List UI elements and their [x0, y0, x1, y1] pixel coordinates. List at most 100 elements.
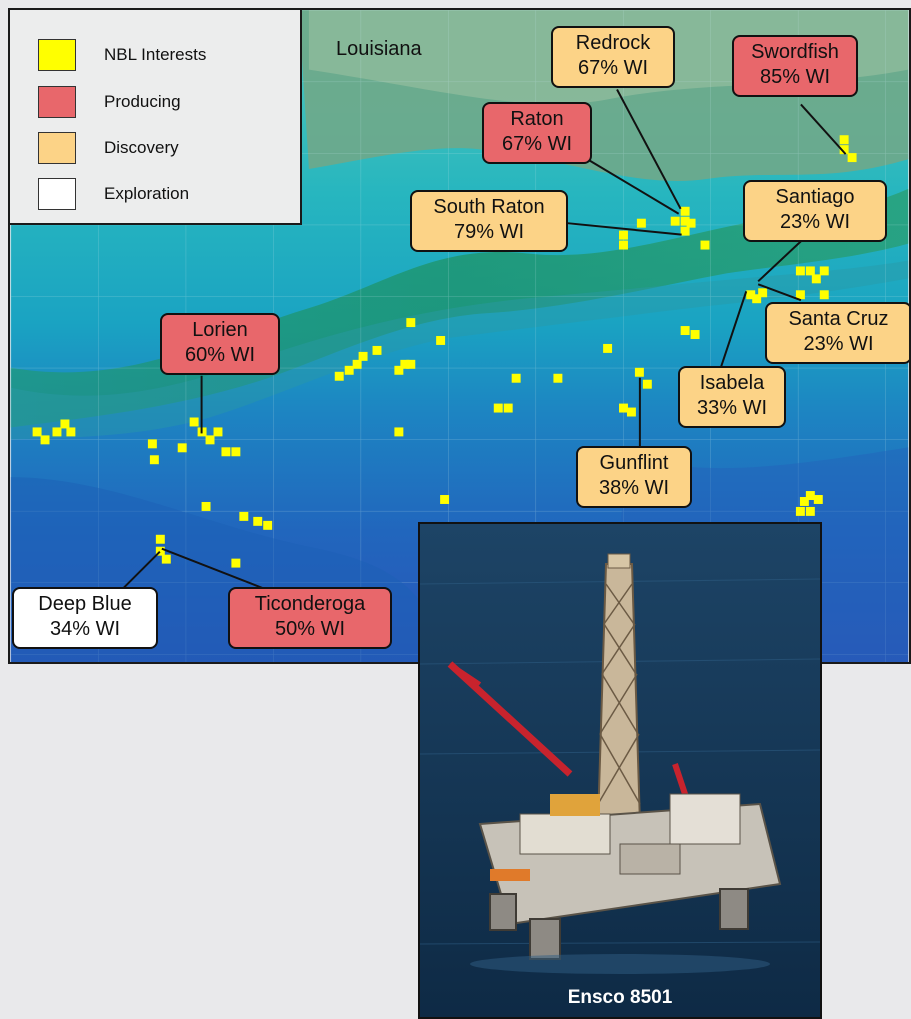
- legend-swatch-producing: [38, 86, 76, 118]
- legend-label: Discovery: [104, 138, 179, 157]
- interest-block: [799, 497, 809, 506]
- interest-block: [811, 274, 821, 284]
- field-name: Ticonderoga: [254, 593, 366, 615]
- interest-block: [619, 403, 628, 413]
- legend-label: NBL Interests: [104, 45, 207, 64]
- working-interest: 67% WI: [501, 133, 573, 155]
- interest-block: [263, 520, 273, 530]
- field-name: Santiago: [775, 186, 855, 208]
- interest-block: [66, 427, 76, 437]
- interest-block: [231, 447, 241, 457]
- interest-block: [60, 419, 70, 429]
- callout-deep-blue: Deep Blue 34% WI: [12, 587, 158, 649]
- interest-block: [155, 546, 165, 556]
- field-name: Swordfish: [751, 41, 839, 63]
- interest-block: [752, 294, 762, 304]
- working-interest: 60% WI: [184, 344, 256, 366]
- interest-block: [758, 288, 768, 298]
- interest-block: [553, 373, 563, 383]
- callout-gunflint: Gunflint 38% WI: [576, 446, 692, 508]
- callout-isabela: Isabela 33% WI: [678, 366, 786, 428]
- interest-block: [352, 359, 362, 369]
- interest-block: [626, 407, 636, 417]
- legend-label: Exploration: [104, 184, 190, 203]
- interest-block: [839, 135, 849, 145]
- interest-block: [493, 403, 503, 413]
- interest-block: [32, 427, 42, 437]
- interest-block: [813, 495, 823, 504]
- field-name: Redrock: [575, 32, 651, 54]
- rig-photo: Ensco 8501: [418, 522, 822, 1019]
- interest-block: [149, 455, 159, 465]
- interest-block: [231, 558, 241, 568]
- callout-south-raton: South Raton 79% WI: [410, 190, 568, 252]
- field-name: Gunflint: [599, 452, 669, 474]
- working-interest: 23% WI: [803, 333, 874, 355]
- interest-block: [52, 427, 62, 437]
- photo-caption: Ensco 8501: [567, 987, 673, 1008]
- legend-label: Producing: [104, 92, 181, 111]
- interest-block: [619, 240, 628, 250]
- legend-item-nbl-interests: NBL Interests: [38, 36, 206, 74]
- interest-block: [394, 365, 404, 375]
- working-interest: 23% WI: [779, 211, 851, 233]
- working-interest: 38% WI: [598, 477, 670, 499]
- interest-block: [636, 218, 646, 228]
- interest-block: [805, 266, 815, 276]
- field-name: Raton: [510, 108, 564, 130]
- interest-block: [436, 336, 446, 345]
- interest-block: [147, 439, 157, 449]
- field-name: Deep Blue: [38, 593, 132, 615]
- working-interest: 34% WI: [49, 618, 121, 640]
- interest-block: [440, 495, 450, 504]
- interest-block: [189, 417, 199, 427]
- interest-block: [795, 290, 805, 300]
- interest-block: [680, 206, 690, 216]
- interest-block: [177, 443, 187, 453]
- interest-block: [344, 365, 354, 375]
- interest-block: [40, 435, 50, 445]
- interest-block: [239, 511, 249, 521]
- interest-block: [201, 501, 211, 511]
- interest-block: [680, 226, 690, 236]
- interest-block: [155, 534, 165, 544]
- callout-swordfish: Swordfish 85% WI: [732, 35, 858, 97]
- interest-block: [680, 326, 690, 336]
- interest-block: [161, 554, 171, 564]
- interest-block: [619, 230, 628, 240]
- working-interest: 33% WI: [696, 397, 768, 419]
- interest-block: [603, 343, 613, 353]
- interest-block: [795, 506, 805, 516]
- interest-block: [686, 218, 696, 228]
- working-interest: 85% WI: [759, 66, 831, 88]
- interest-block: [205, 435, 215, 445]
- legend-swatch-exploration: [38, 178, 76, 210]
- deck: [478, 793, 782, 926]
- callout-ticonderoga: Ticonderoga 50% WI: [228, 587, 392, 649]
- interest-block: [847, 153, 857, 163]
- interest-block: [213, 427, 223, 437]
- interest-block: [406, 318, 416, 328]
- interest-block: [334, 371, 344, 381]
- interest-block: [634, 367, 644, 377]
- legend-swatch-discovery: [38, 132, 76, 164]
- legend-item-producing: Producing: [38, 83, 181, 121]
- callout-lorien: Lorien 60% WI: [160, 313, 280, 375]
- interest-block: [406, 359, 416, 369]
- interest-block: [819, 266, 829, 276]
- field-name: Santa Cruz: [788, 308, 889, 330]
- interest-block: [394, 427, 404, 437]
- legend-swatch-nbl-interests: [38, 39, 76, 71]
- interest-block: [795, 266, 805, 276]
- interest-block: [400, 359, 410, 369]
- callout-raton: Raton 67% WI: [482, 102, 592, 164]
- interest-block: [690, 330, 700, 339]
- interest-block: [372, 345, 382, 355]
- working-interest: 79% WI: [453, 221, 525, 243]
- working-interest: 50% WI: [274, 618, 346, 640]
- state-label-louisiana: Louisiana: [336, 38, 422, 60]
- interest-block: [680, 216, 690, 226]
- interest-block: [221, 447, 231, 457]
- interest-block: [670, 216, 680, 226]
- interest-block: [839, 145, 849, 155]
